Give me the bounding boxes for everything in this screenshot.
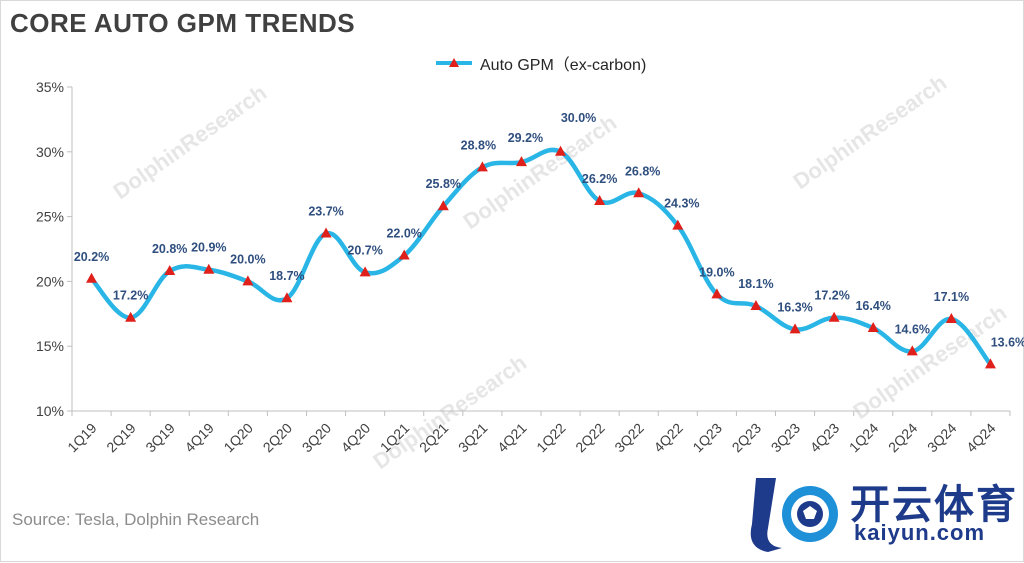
x-tick-label: 1Q22: [533, 420, 569, 456]
x-tick-label: 1Q23: [689, 420, 725, 456]
data-point: [242, 275, 254, 286]
x-tick-label: 3Q24: [924, 420, 960, 456]
data-point: [633, 187, 645, 198]
data-point: [515, 156, 527, 167]
y-tick-label: 10%: [36, 403, 64, 419]
brand-logo: 开云体育 kaiyun.com: [738, 468, 1018, 558]
data-point: [203, 263, 215, 274]
brand-mark-icon: [750, 478, 838, 552]
data-point: [984, 358, 996, 369]
legend-swatch: [436, 58, 472, 67]
data-label: 17.2%: [113, 289, 148, 303]
data-point: [750, 300, 762, 311]
data-point: [906, 345, 918, 356]
x-tick-label: 4Q21: [494, 420, 530, 456]
data-point: [437, 200, 449, 211]
legend-label: Auto GPM（ex-carbon): [480, 57, 647, 74]
data-point: [711, 288, 723, 299]
data-label: 17.2%: [814, 289, 849, 303]
data-point: [281, 292, 293, 303]
data-label: 30.0%: [561, 111, 596, 125]
chart-legend: Auto GPM（ex-carbon): [436, 52, 646, 74]
x-tick-label: 2Q22: [572, 420, 608, 456]
data-label: 24.3%: [664, 197, 699, 211]
x-tick-label: 4Q19: [181, 420, 217, 456]
x-tick-label: 4Q23: [807, 420, 843, 456]
x-tick-label: 2Q19: [103, 420, 139, 456]
data-label: 20.7%: [347, 243, 382, 257]
data-point: [945, 312, 957, 323]
x-tick-label: 1Q20: [220, 420, 256, 456]
y-tick-label: 25%: [36, 209, 64, 225]
watermark: DolphinResearch: [109, 80, 272, 204]
x-tick-label: 3Q19: [142, 420, 178, 456]
data-point: [789, 323, 801, 334]
data-point: [398, 249, 410, 260]
data-label: 18.1%: [738, 277, 773, 291]
x-tick-label: 3Q23: [768, 420, 804, 456]
data-point: [359, 266, 371, 277]
x-tick-label: 4Q20: [338, 420, 374, 456]
data-label: 26.2%: [582, 172, 617, 186]
data-label: 20.0%: [230, 252, 265, 266]
data-label: 18.7%: [269, 269, 304, 283]
data-label: 16.3%: [777, 300, 812, 314]
data-point: [164, 265, 176, 276]
data-label: 14.6%: [895, 322, 930, 336]
y-tick-label: 30%: [36, 144, 64, 160]
data-label: 13.6%: [991, 335, 1024, 349]
watermark: DolphinResearch: [369, 350, 532, 474]
x-tick-label: 3Q21: [455, 420, 491, 456]
data-label: 23.7%: [308, 204, 343, 218]
data-point: [125, 311, 137, 322]
x-tick-label: 2Q24: [885, 420, 921, 456]
data-label: 20.8%: [152, 242, 187, 256]
x-tick-label: 2Q23: [729, 420, 765, 456]
data-label: 20.9%: [191, 241, 226, 255]
x-tick-label: 3Q20: [299, 420, 335, 456]
data-point: [594, 195, 606, 206]
x-tick-label: 4Q24: [963, 420, 999, 456]
data-point: [828, 311, 840, 322]
data-label: 16.4%: [855, 299, 890, 313]
data-label: 22.0%: [386, 226, 421, 240]
brand-name: 开云体育: [850, 483, 1018, 527]
y-tick-label: 15%: [36, 338, 64, 354]
chart-title: CORE AUTO GPM TRENDS: [10, 8, 356, 38]
data-point: [867, 322, 879, 333]
data-label: 17.1%: [934, 290, 969, 304]
x-tick-label: 1Q24: [846, 420, 882, 456]
y-tick-label: 20%: [36, 273, 64, 289]
x-tick-label: 3Q22: [611, 420, 647, 456]
x-tick-label: 1Q19: [64, 420, 100, 456]
data-point: [320, 227, 332, 238]
data-point: [672, 219, 684, 230]
data-label: 28.8%: [461, 138, 496, 152]
data-label: 26.8%: [625, 164, 660, 178]
brand-domain: kaiyun.com: [854, 520, 986, 545]
data-point: [555, 145, 567, 156]
data-label: 29.2%: [508, 131, 543, 145]
y-tick-label: 35%: [36, 79, 64, 95]
data-label: 19.0%: [699, 265, 734, 279]
source-note: Source: Tesla, Dolphin Research: [12, 510, 260, 529]
x-tick-label: 4Q22: [650, 420, 686, 456]
data-point: [86, 272, 98, 283]
x-tick-label: 2Q20: [260, 420, 296, 456]
data-label: 25.8%: [426, 177, 461, 191]
watermark: DolphinResearch: [789, 70, 952, 194]
data-label: 20.2%: [74, 250, 109, 264]
data-point: [476, 161, 488, 172]
